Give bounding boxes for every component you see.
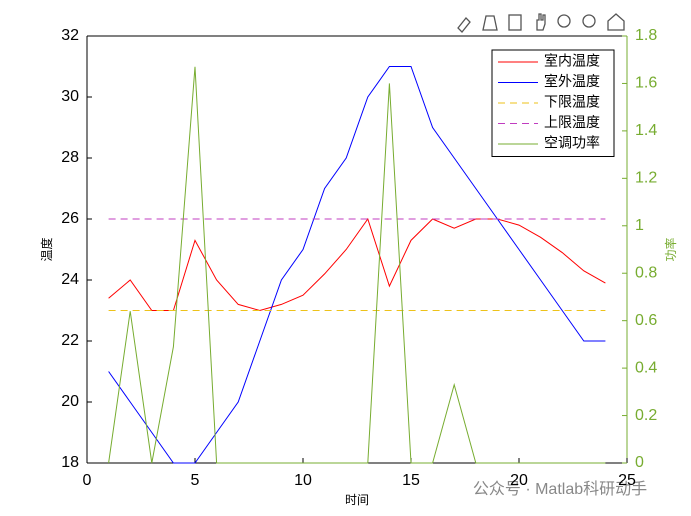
- y-tick-label: 24: [61, 271, 79, 288]
- y2-axis-label: 功率: [663, 237, 678, 261]
- y-tick-label: 20: [61, 393, 79, 410]
- tool-pan[interactable]: [536, 13, 546, 31]
- y-tick-label: 18: [61, 454, 79, 471]
- watermark: 公众号 · Matlab科研动手: [473, 480, 647, 498]
- tool-home[interactable]: [607, 13, 625, 31]
- series-line: [108, 66, 606, 464]
- y2-tick-label: 0.2: [635, 407, 657, 424]
- tool-zoom-in[interactable]: [557, 14, 571, 28]
- y-tick-label: 32: [61, 27, 79, 44]
- x-tick-label: 0: [83, 472, 92, 489]
- x-axis-label: 时间: [345, 493, 369, 507]
- x-tick-label: 5: [191, 472, 200, 489]
- tool-zoom-out[interactable]: [582, 14, 596, 28]
- y2-tick-label: 0.6: [635, 312, 657, 329]
- legend-label: 空调功率: [544, 135, 600, 151]
- legend-label: 下限温度: [544, 94, 600, 110]
- y2-tick-label: 1.8: [635, 27, 657, 44]
- legend-label: 室内温度: [544, 53, 600, 69]
- y2-tick-label: 1.6: [635, 75, 657, 92]
- y-tick-label: 26: [61, 210, 79, 227]
- toolbar[interactable]: [457, 13, 625, 33]
- y2-tick-label: 1.4: [635, 122, 657, 139]
- y2-tick-label: 0: [635, 454, 644, 471]
- x-tick-label: 10: [294, 472, 312, 489]
- series-line: [108, 66, 606, 464]
- legend-label: 上限温度: [544, 114, 600, 130]
- y-tick-label: 22: [61, 332, 79, 349]
- tool-data[interactable]: [482, 15, 498, 31]
- x-tick-label: 25: [618, 472, 636, 489]
- x-tick-label: 15: [402, 472, 420, 489]
- y2-tick-label: 1.2: [635, 170, 657, 187]
- series-line: [108, 217, 606, 312]
- legend-label: 室外温度: [544, 73, 600, 89]
- y-tick-label: 30: [61, 88, 79, 105]
- x-tick-label: 20: [510, 472, 528, 489]
- tool-brush[interactable]: [457, 17, 471, 33]
- y-axis-label: 温度: [39, 237, 54, 261]
- y-tick-label: 28: [61, 149, 79, 166]
- y2-tick-label: 1: [635, 217, 644, 234]
- y2-tick-label: 0.4: [635, 359, 657, 376]
- y2-tick-label: 0.8: [635, 264, 657, 281]
- tool-legend[interactable]: [508, 14, 522, 31]
